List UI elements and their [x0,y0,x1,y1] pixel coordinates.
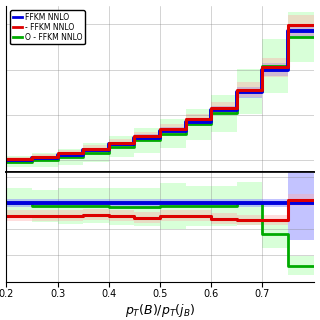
Legend: FFKM NNLO, - FFKM NNLO, O - FFKM NNLO: FFKM NNLO, - FFKM NNLO, O - FFKM NNLO [10,10,84,44]
X-axis label: $p_T(B)/p_T(j_B)$: $p_T(B)/p_T(j_B)$ [125,302,195,319]
